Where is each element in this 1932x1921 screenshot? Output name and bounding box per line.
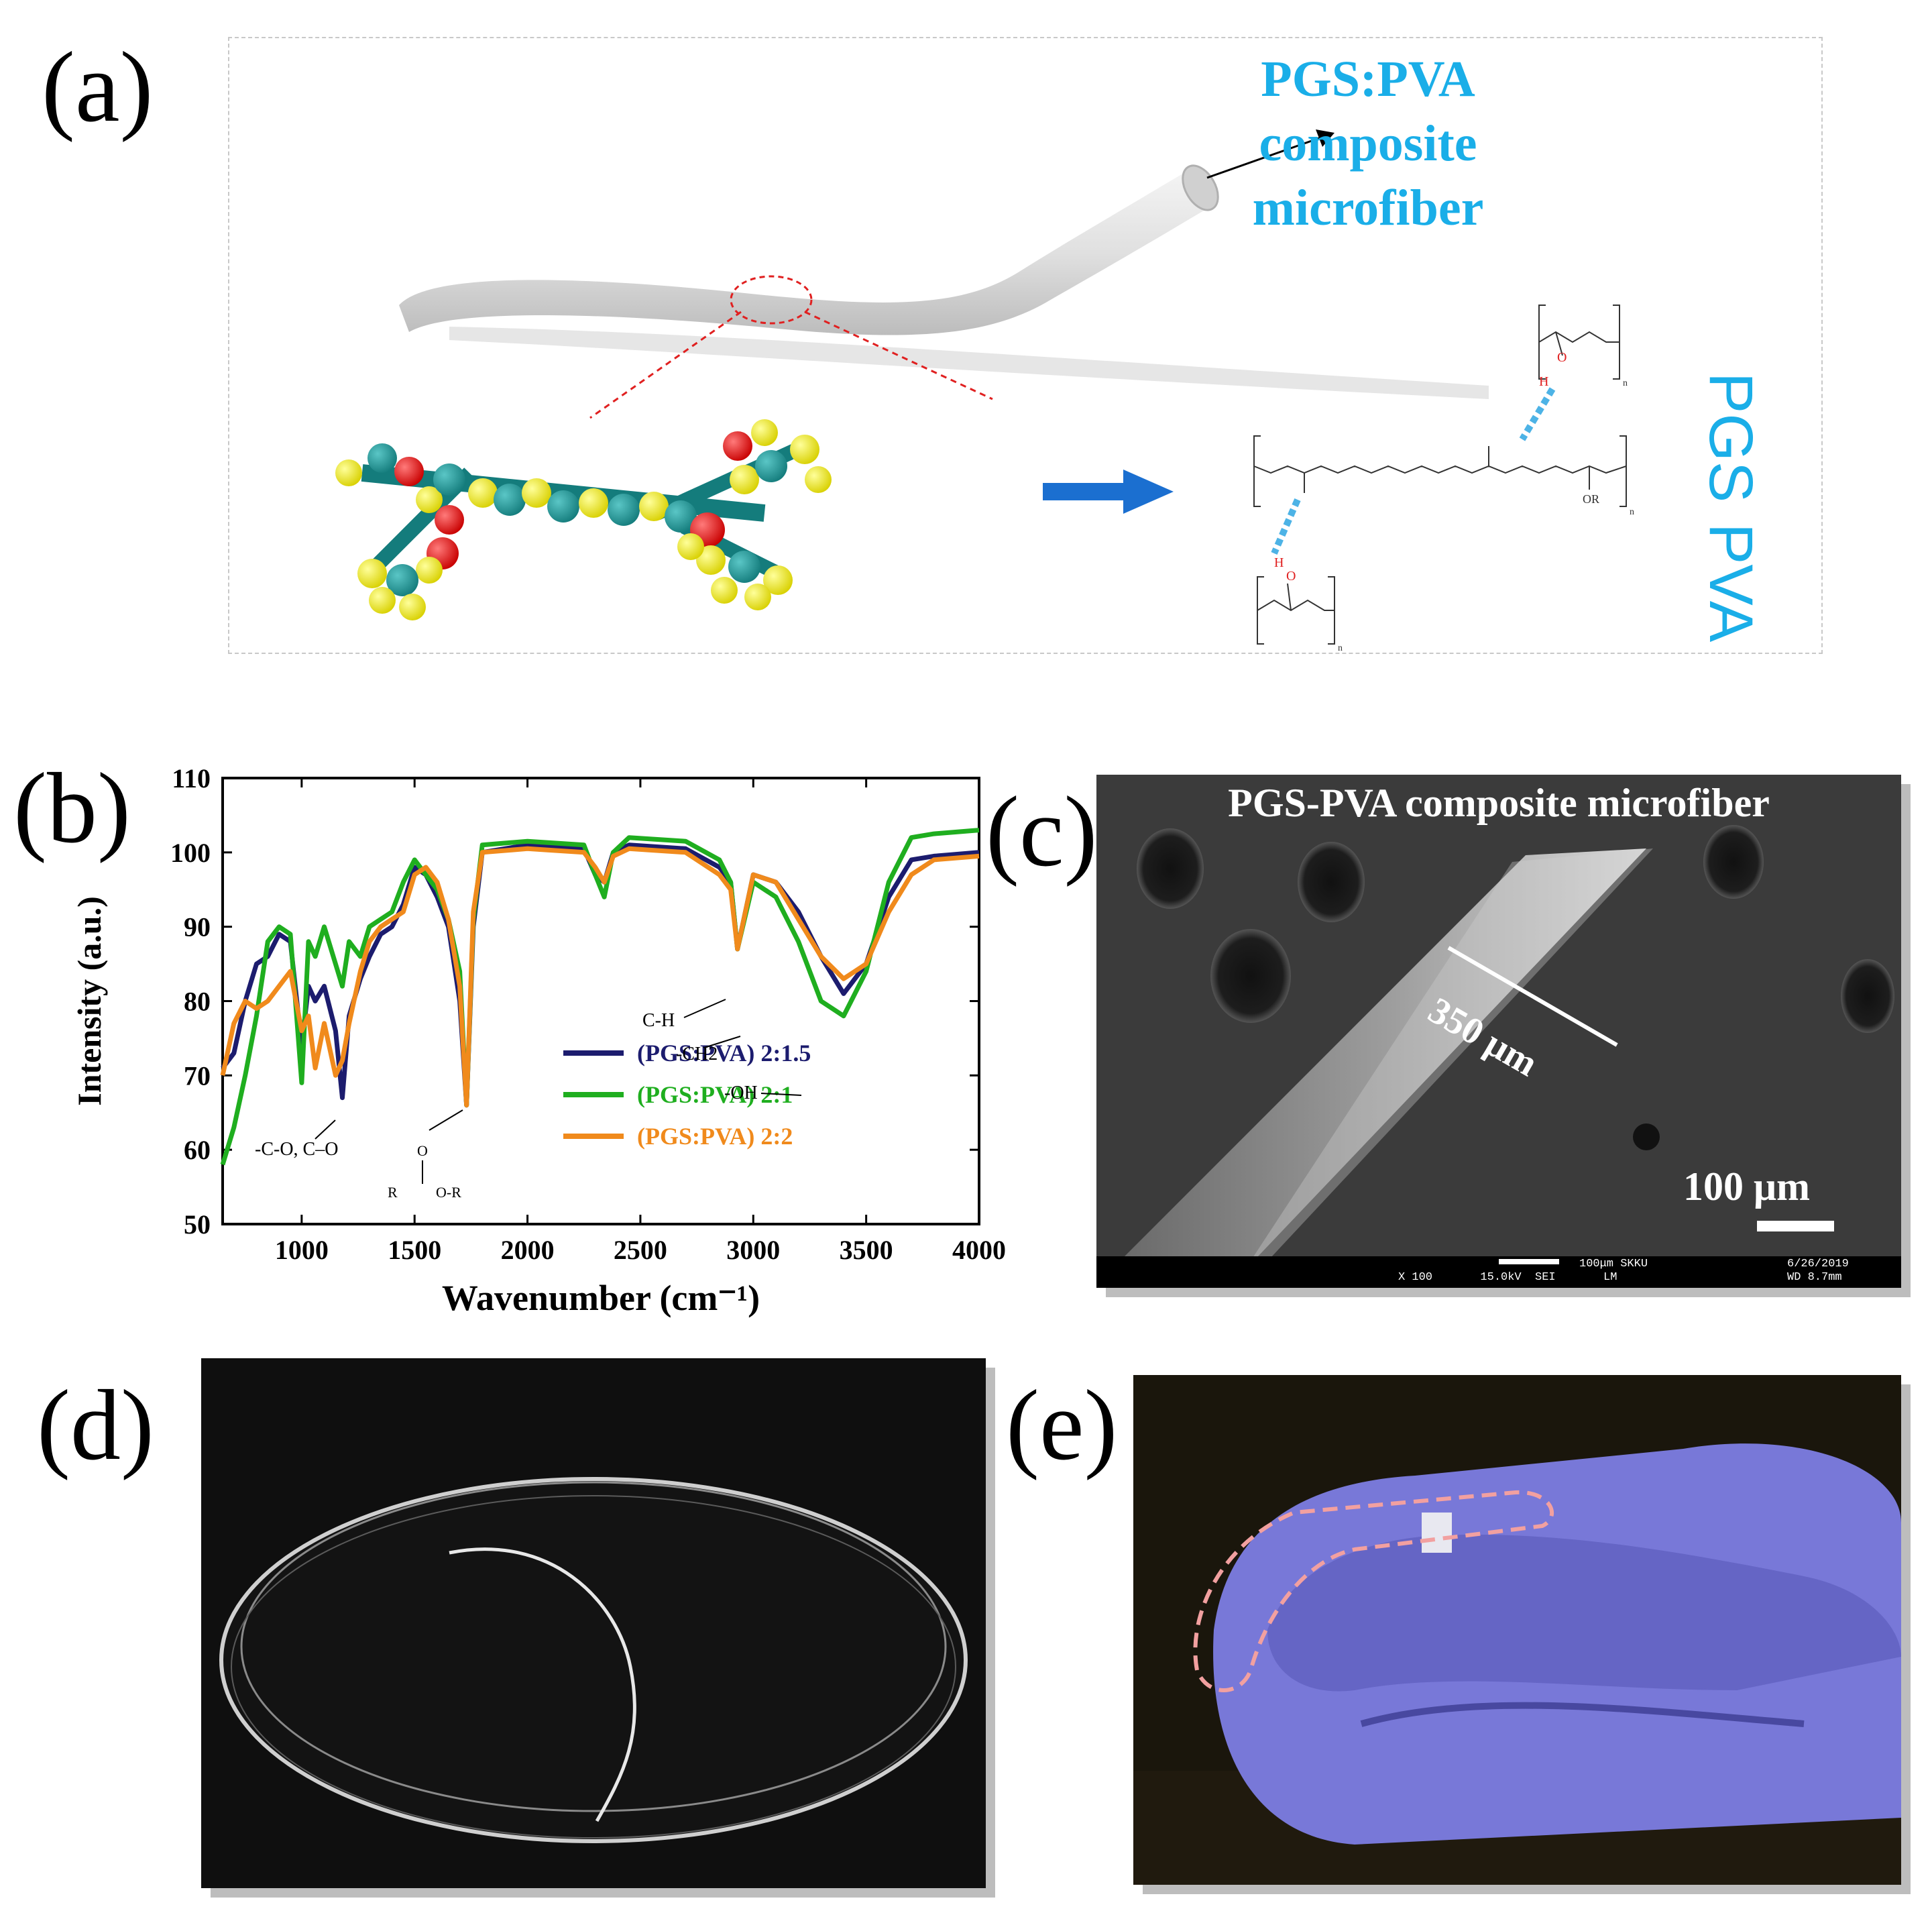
chem-n-top: n bbox=[1623, 378, 1628, 388]
fiber-shadow bbox=[449, 327, 1489, 399]
y-tick-label: 110 bbox=[172, 763, 211, 793]
sem-info-2: X 100 15.0kV SEI LM bbox=[1398, 1271, 1617, 1284]
annotation-r: R bbox=[388, 1184, 398, 1201]
chem-h-bottom: H bbox=[1274, 555, 1284, 570]
chemical-structure bbox=[1253, 305, 1627, 645]
fiber-label-line-1: PGS:PVA bbox=[1261, 51, 1475, 107]
microfiber bbox=[399, 171, 1214, 335]
x-tick-label: 1000 bbox=[275, 1235, 329, 1265]
scale-label: 100 μm bbox=[1683, 1164, 1810, 1209]
annotation-oh: -OH bbox=[724, 1083, 758, 1103]
y-tick-label: 70 bbox=[184, 1060, 211, 1091]
sensor-outline bbox=[1193, 1490, 1554, 1692]
legend-label-2: (PGS:PVA) 2:1 bbox=[637, 1081, 793, 1108]
pointer-arrow-icon bbox=[1316, 129, 1334, 147]
fiber-label-line-3: microfiber bbox=[1252, 180, 1484, 236]
panel-c-label: (c) bbox=[986, 776, 1098, 887]
annotation-ch2-pointer bbox=[703, 1036, 741, 1048]
x-tick-label: 2500 bbox=[614, 1235, 667, 1265]
sem-title: PGS-PVA composite microfiber bbox=[1228, 781, 1770, 825]
y-tick-label: 80 bbox=[184, 987, 211, 1017]
series-line-3 bbox=[220, 846, 980, 1108]
sensor-patch bbox=[1422, 1513, 1452, 1553]
right-arrow-icon bbox=[1043, 470, 1174, 514]
panel-e-label: (e) bbox=[1006, 1370, 1118, 1481]
x-tick-label: 3000 bbox=[726, 1235, 780, 1265]
panel-b-label: (b) bbox=[13, 753, 131, 864]
glove-photo bbox=[1133, 1375, 1901, 1885]
molecule-model bbox=[335, 419, 832, 620]
sem-wd: WD 8.7mm bbox=[1787, 1271, 1842, 1284]
chem-n-bottom: n bbox=[1338, 643, 1343, 653]
annotation-co: -C-O, C–O bbox=[255, 1139, 338, 1160]
chem-o-bottom: O bbox=[1286, 569, 1296, 584]
x-axis-label: Wavenumber (cm⁻¹) bbox=[442, 1278, 760, 1318]
y-tick-label: 100 bbox=[170, 838, 211, 868]
legend-label-3: (PGS:PVA) 2:2 bbox=[637, 1123, 793, 1150]
panel-a-label: (a) bbox=[42, 32, 154, 143]
chem-o-top: O bbox=[1557, 350, 1567, 365]
chem-or: OR bbox=[1583, 492, 1599, 506]
pgs-label: PGS bbox=[1697, 372, 1765, 502]
annotation-ch: C-H bbox=[642, 1010, 675, 1031]
sem-texture bbox=[1096, 775, 1901, 1288]
sem-date: 6/26/2019 bbox=[1787, 1258, 1849, 1270]
microfiber-sample bbox=[449, 1547, 636, 1822]
x-tick-label: 3500 bbox=[840, 1235, 893, 1265]
y-tick-label: 60 bbox=[184, 1135, 211, 1165]
series-line-2 bbox=[220, 828, 980, 1166]
annotation-oh-pointer bbox=[760, 1093, 802, 1096]
annotation-co-pointer bbox=[315, 1119, 336, 1140]
annotation-or: O-R bbox=[436, 1184, 461, 1201]
panel-d-label: (d) bbox=[37, 1370, 154, 1481]
x-tick-label: 4000 bbox=[952, 1235, 1006, 1265]
x-tick-label: 1500 bbox=[388, 1235, 441, 1265]
petri-dish-outer bbox=[219, 1477, 968, 1843]
sem-image: PGS-PVA composite microfiber 350 μm 100 … bbox=[1096, 775, 1901, 1288]
panel-a-frame bbox=[228, 37, 1823, 654]
annotation-ch-pointer bbox=[683, 999, 726, 1018]
petri-dish-inner bbox=[240, 1481, 947, 1812]
hydrogen-bonds bbox=[1271, 387, 1556, 555]
pva-label: PVA bbox=[1697, 523, 1765, 643]
panel-a-illustration: O H O H OR n n n PGS PVA bbox=[335, 129, 1765, 653]
annotation-ester-pointer bbox=[429, 1109, 463, 1131]
x-tick-label: 2000 bbox=[501, 1235, 555, 1265]
ftir-chart: 50 60 70 80 90 100 110 1000 1500 2000 2500 3000 3500… bbox=[70, 763, 1006, 1318]
sem-info-1: 100μm SKKU bbox=[1579, 1258, 1648, 1270]
legend-label-1: (PGS:PVA) 2:1.5 bbox=[637, 1040, 811, 1066]
fiber-label-line-2: composite bbox=[1259, 115, 1477, 172]
annotation-o: O bbox=[417, 1142, 428, 1159]
y-tick-label: 90 bbox=[184, 912, 211, 942]
y-tick-label: 50 bbox=[184, 1209, 211, 1240]
annotation-ch2: -CH2 bbox=[676, 1044, 718, 1064]
scale-bar bbox=[1757, 1221, 1834, 1231]
zoom-circle bbox=[730, 275, 813, 325]
chem-h-top: H bbox=[1539, 374, 1548, 389]
chem-n-main: n bbox=[1630, 507, 1634, 517]
y-axis-label: Intensity (a.u.) bbox=[70, 896, 108, 1106]
petri-photo bbox=[201, 1358, 986, 1888]
fiber-label: PGS:PVA composite microfiber bbox=[1194, 47, 1542, 240]
